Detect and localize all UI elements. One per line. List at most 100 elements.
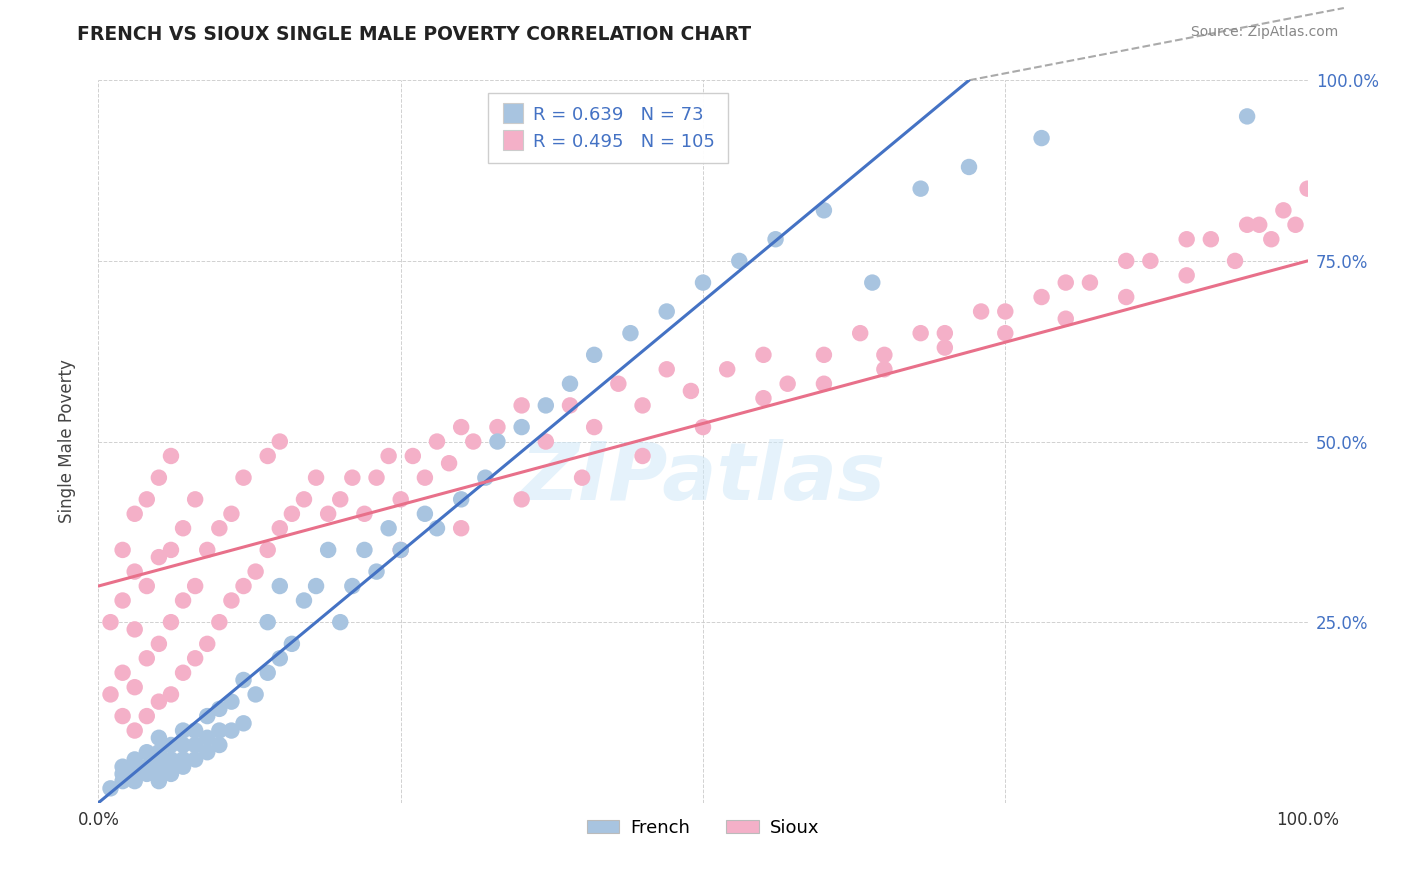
Point [316,542,339,557]
Point [160,760,183,774]
Point [195,731,218,745]
Point [195,709,218,723]
Point [172,752,194,766]
Point [1175,268,1198,283]
Point [957,160,980,174]
Point [245,565,267,579]
Point [813,203,835,218]
Point [135,760,157,774]
Point [692,276,714,290]
Point [994,326,1017,340]
Point [172,738,194,752]
Point [1054,276,1077,290]
Point [813,348,835,362]
Point [860,276,883,290]
Point [221,695,243,709]
Point [111,542,134,557]
Point [172,593,194,607]
Point [221,593,243,607]
Point [426,521,449,535]
Point [510,492,533,507]
Point [135,767,157,781]
Point [124,680,146,694]
Point [305,470,328,484]
Point [655,304,678,318]
Point [148,774,170,789]
Point [256,542,278,557]
Point [342,470,364,484]
Point [124,767,146,781]
Point [692,420,714,434]
Point [160,449,183,463]
Y-axis label: Single Male Poverty: Single Male Poverty [58,359,76,524]
Point [111,760,134,774]
Point [377,521,399,535]
Point [510,398,533,412]
Point [607,376,630,391]
Point [172,723,194,738]
Point [124,723,146,738]
Point [135,651,157,665]
Point [245,687,267,701]
Point [195,745,218,759]
Point [100,615,122,630]
Point [160,767,183,781]
Point [124,507,146,521]
Point [389,492,412,507]
Point [413,507,436,521]
Point [619,326,641,340]
Point [463,434,485,449]
Point [148,637,170,651]
Point [160,687,183,701]
Point [184,651,207,665]
Point [510,420,533,434]
Point [281,637,304,651]
Point [1078,276,1101,290]
Point [100,687,122,701]
Point [232,673,254,687]
Point [631,398,654,412]
Point [655,362,678,376]
Point [221,723,243,738]
Point [377,449,399,463]
Point [558,376,581,391]
Point [534,434,557,449]
Point [1236,110,1258,124]
Point [269,434,291,449]
Point [160,542,183,557]
Text: FRENCH VS SIOUX SINGLE MALE POVERTY CORRELATION CHART: FRENCH VS SIOUX SINGLE MALE POVERTY CORR… [77,25,751,44]
Point [558,398,581,412]
Point [148,760,170,774]
Point [135,709,157,723]
Point [752,391,775,405]
Point [184,492,207,507]
Point [184,579,207,593]
Point [124,565,146,579]
Point [728,253,751,268]
Point [1031,290,1053,304]
Point [910,182,932,196]
Point [135,745,157,759]
Point [184,738,207,752]
Point [474,470,496,484]
Point [221,507,243,521]
Point [172,665,194,680]
Point [934,341,956,355]
Point [172,521,194,535]
Point [111,767,134,781]
Point [486,420,509,434]
Point [329,492,352,507]
Point [281,507,304,521]
Point [583,348,606,362]
Point [195,637,218,651]
Point [910,326,932,340]
Point [148,745,170,759]
Point [1054,311,1077,326]
Point [1296,182,1319,196]
Text: Source: ZipAtlas.com: Source: ZipAtlas.com [1191,25,1339,39]
Point [232,470,254,484]
Point [232,716,254,731]
Point [353,542,375,557]
Point [1199,232,1222,246]
Point [124,774,146,789]
